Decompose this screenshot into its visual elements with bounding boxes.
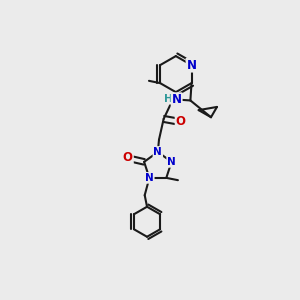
Text: N: N: [187, 58, 196, 72]
Text: N: N: [172, 93, 182, 106]
Text: N: N: [145, 173, 154, 183]
Text: N: N: [167, 157, 176, 167]
Text: O: O: [123, 152, 133, 164]
Text: N: N: [154, 147, 162, 157]
Text: H: H: [164, 94, 173, 103]
Text: O: O: [176, 115, 186, 128]
